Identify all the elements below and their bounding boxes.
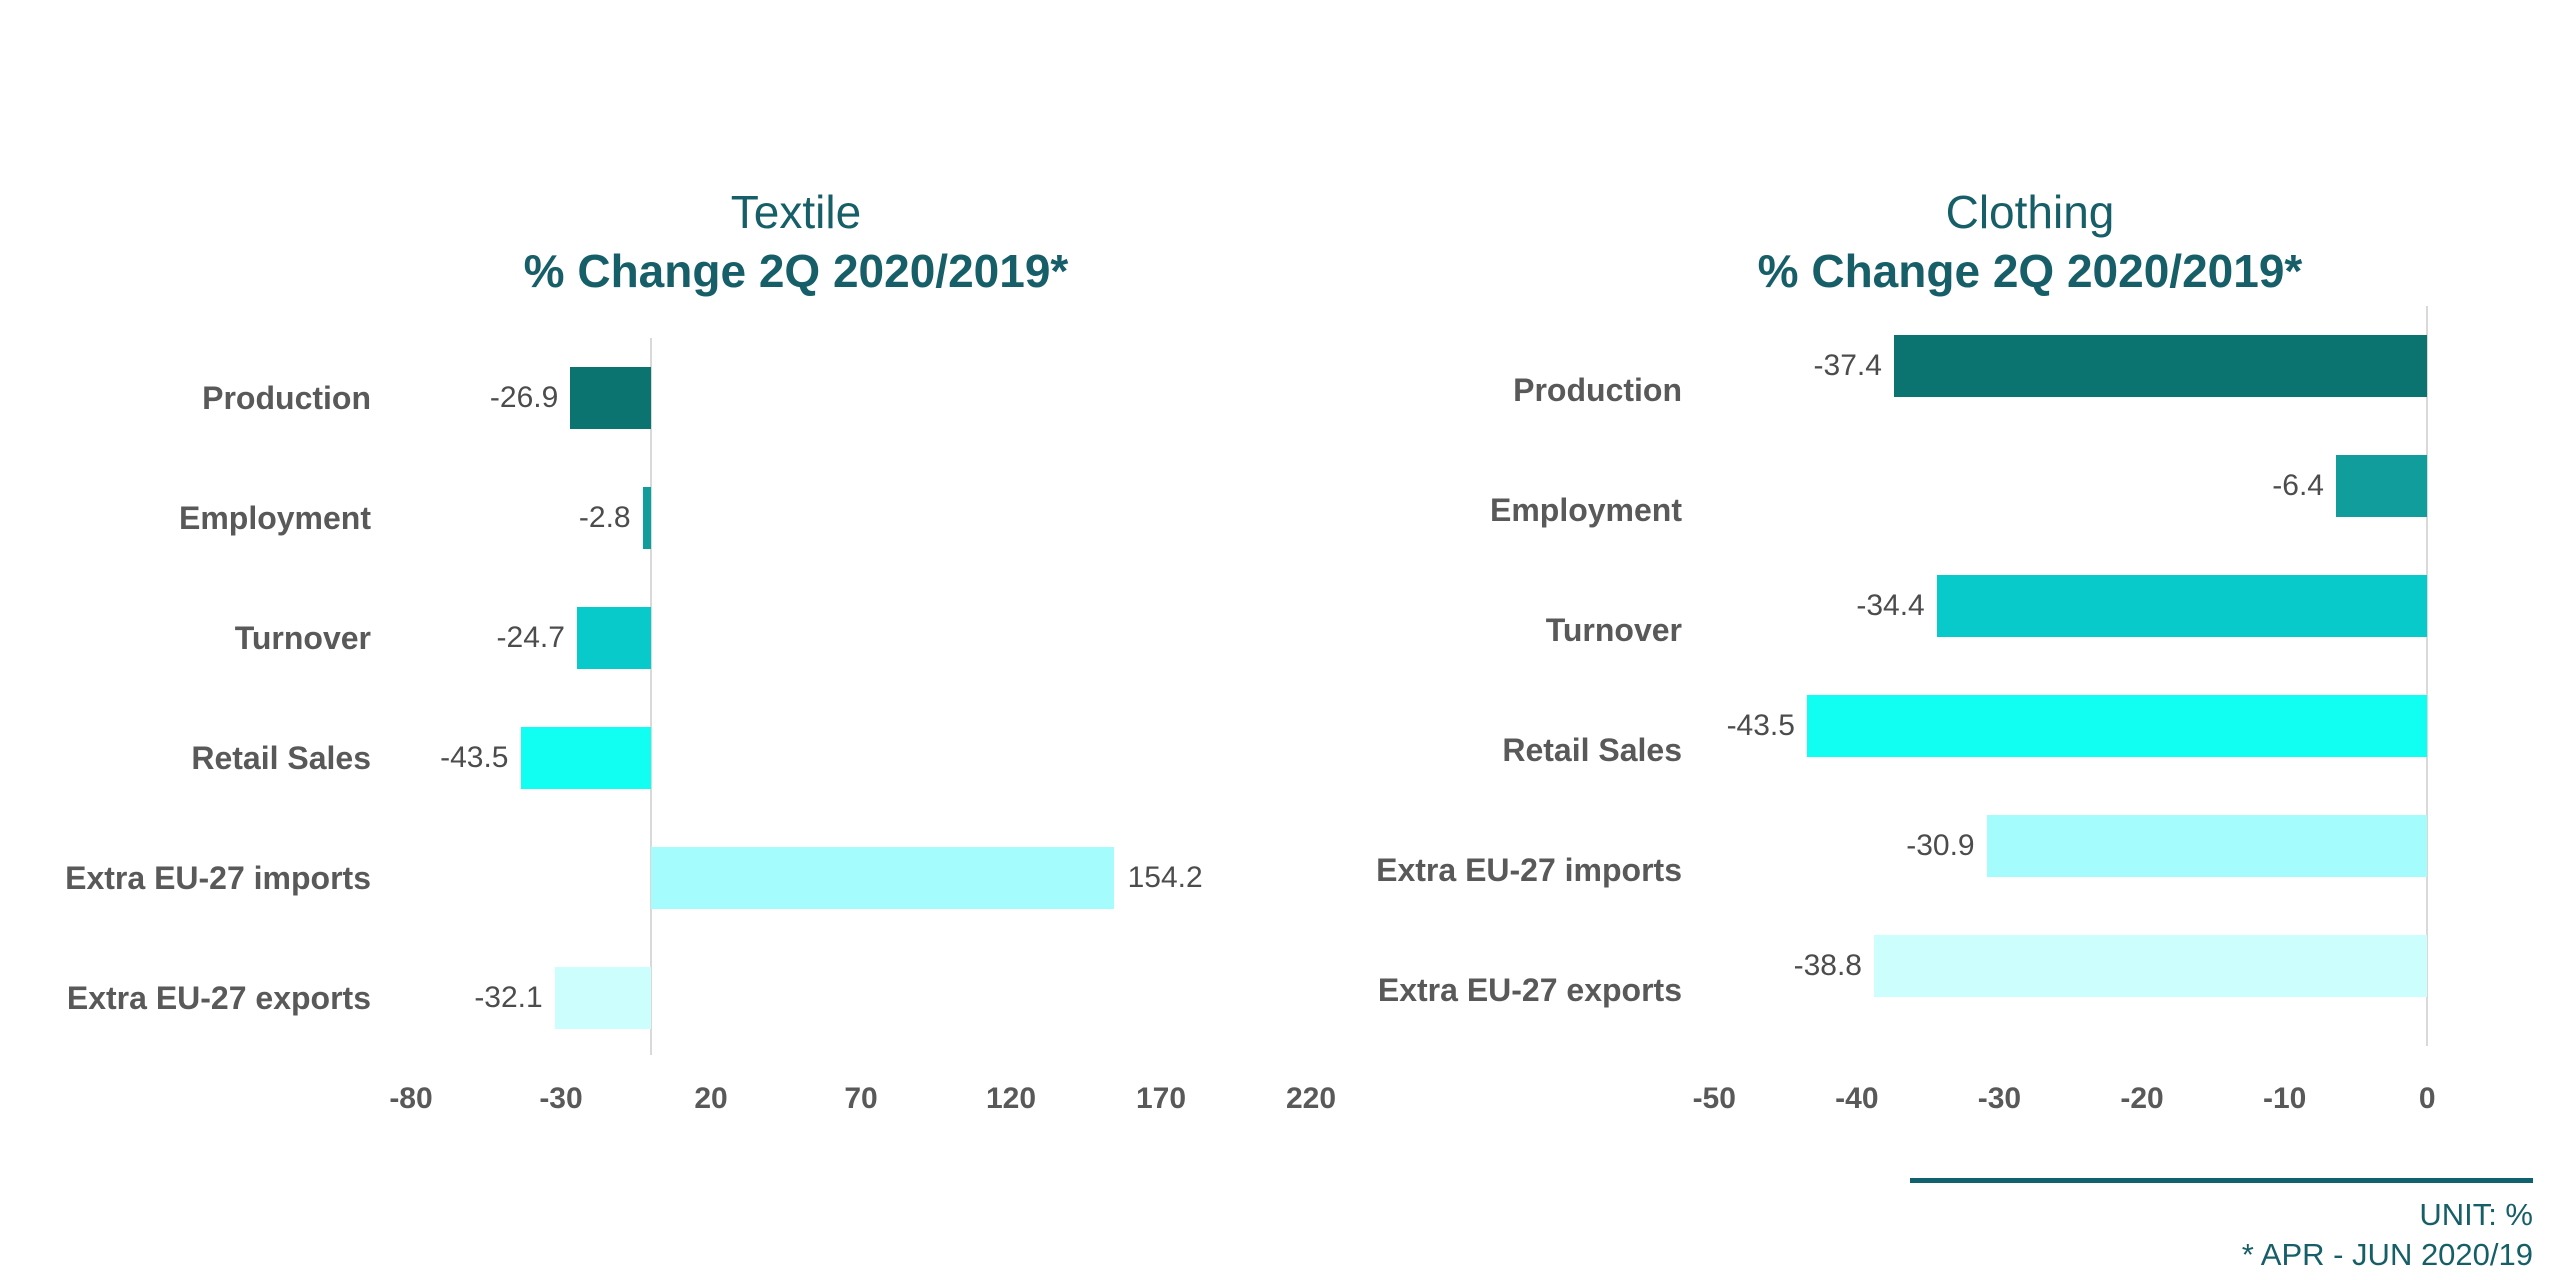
axis-tick-label: 70 xyxy=(844,1082,878,1115)
axis-tick-label: 170 xyxy=(1135,1082,1187,1115)
period-note: * APR - JUN 2020/19 xyxy=(2241,1237,2533,1272)
category-row-extra-eu-27-imports: Extra EU-27 imports xyxy=(0,818,371,938)
bar-retail-sales xyxy=(1806,695,2428,757)
value-label-extra-eu-27-imports: 154.2 xyxy=(1127,861,1203,894)
clothing-axis-ticks: -50 -40 -30 -20 -10 0 xyxy=(1693,1082,2480,1126)
category-label: Retail Sales xyxy=(1502,731,1682,768)
zero-axis-line xyxy=(650,338,652,1055)
footer-divider-line xyxy=(1910,1178,2533,1183)
category-label: Extra EU-27 exports xyxy=(1377,971,1682,1008)
value-label-extra-eu-27-exports: -38.8 xyxy=(1793,949,1862,982)
category-label: Extra EU-27 imports xyxy=(65,859,371,896)
bar-employment xyxy=(642,487,651,549)
bar-turnover xyxy=(576,607,651,669)
category-row-production: Production xyxy=(0,338,371,458)
textile-axis-ticks: -80 -30 20 70 120 170 220 xyxy=(351,1082,1350,1126)
category-label: Retail Sales xyxy=(191,739,371,776)
axis-tick-label: -20 xyxy=(2120,1082,2164,1115)
axis-tick-label: 120 xyxy=(985,1082,1037,1115)
category-label: Employment xyxy=(178,499,371,536)
category-row-turnover: Turnover xyxy=(1270,570,1682,690)
clothing-plot-area: -37.4 -6.4 -34.4 -43.5 -30.9 -38.8 xyxy=(1700,306,2480,1046)
clothing-chart-subtitle: % Change 2Q 2020/2019* xyxy=(1757,245,2303,297)
value-label-turnover: -34.4 xyxy=(1856,589,1925,622)
axis-tick-label: -30 xyxy=(539,1082,583,1115)
axis-tick-label: -50 xyxy=(1692,1082,1736,1115)
category-row-employment: Employment xyxy=(0,458,371,578)
bar-retail-sales xyxy=(520,727,651,789)
clothing-chart-title: Clothing xyxy=(1945,186,2115,238)
axis-tick-label: -40 xyxy=(1835,1082,1879,1115)
category-label: Employment xyxy=(1489,491,1682,528)
category-row-turnover: Turnover xyxy=(0,578,371,698)
category-row-extra-eu-27-exports: Extra EU-27 exports xyxy=(0,938,371,1058)
bar-production xyxy=(1893,335,2428,397)
category-row-extra-eu-27-exports: Extra EU-27 exports xyxy=(1270,930,1682,1050)
bar-extra-eu-27-exports xyxy=(554,967,651,1029)
category-row-retail-sales: Retail Sales xyxy=(1270,690,1682,810)
unit-label: UNIT: % xyxy=(2419,1197,2533,1232)
category-row-extra-eu-27-imports: Extra EU-27 imports xyxy=(1270,810,1682,930)
value-label-employment: -6.4 xyxy=(2272,469,2324,502)
bar-turnover xyxy=(1936,575,2428,637)
value-label-extra-eu-27-exports: -32.1 xyxy=(474,981,543,1014)
category-row-production: Production xyxy=(1270,330,1682,450)
bar-employment xyxy=(2335,455,2428,517)
bar-production xyxy=(570,367,651,429)
category-label: Turnover xyxy=(234,619,371,656)
value-label-production: -37.4 xyxy=(1813,349,1882,382)
axis-tick-label: -10 xyxy=(2262,1082,2307,1115)
textile-category-labels: Production Employment Turnover Retail Sales… xyxy=(0,338,371,1058)
axis-tick-label: -30 xyxy=(1977,1082,2022,1115)
value-label-extra-eu-27-imports: -30.9 xyxy=(1906,829,1975,862)
category-row-retail-sales: Retail Sales xyxy=(0,698,371,818)
textile-plot-area: -26.9 -2.8 -24.7 -43.5 154.2 -32.1 xyxy=(351,338,1350,1055)
bar-extra-eu-27-imports xyxy=(651,847,1114,909)
value-label-employment: -2.8 xyxy=(578,501,631,534)
axis-tick-label: 0 xyxy=(2418,1082,2436,1115)
clothing-category-labels: Production Employment Turnover Retail Sales… xyxy=(1270,330,1682,1050)
value-label-production: -26.9 xyxy=(489,381,559,414)
bar-extra-eu-27-imports xyxy=(1986,815,2428,877)
bar-extra-eu-27-exports xyxy=(1873,935,2428,997)
category-label: Turnover xyxy=(1545,611,1682,648)
textile-chart-subtitle: % Change 2Q 2020/2019* xyxy=(523,245,1069,297)
category-label: Extra EU-27 imports xyxy=(1376,851,1682,888)
category-label: Extra EU-27 exports xyxy=(66,979,371,1016)
category-label: Production xyxy=(1513,371,1682,408)
textile-chart-title: Textile xyxy=(730,186,862,238)
value-label-turnover: -24.7 xyxy=(496,621,565,654)
axis-tick-label: 220 xyxy=(1285,1082,1337,1115)
category-row-employment: Employment xyxy=(1270,450,1682,570)
value-label-retail-sales: -43.5 xyxy=(1726,709,1795,742)
value-label-retail-sales: -43.5 xyxy=(440,741,509,774)
zero-axis-line xyxy=(2426,306,2429,1046)
category-label: Production xyxy=(202,379,371,416)
axis-tick-label: -80 xyxy=(389,1082,433,1115)
axis-tick-label: 20 xyxy=(694,1082,728,1115)
